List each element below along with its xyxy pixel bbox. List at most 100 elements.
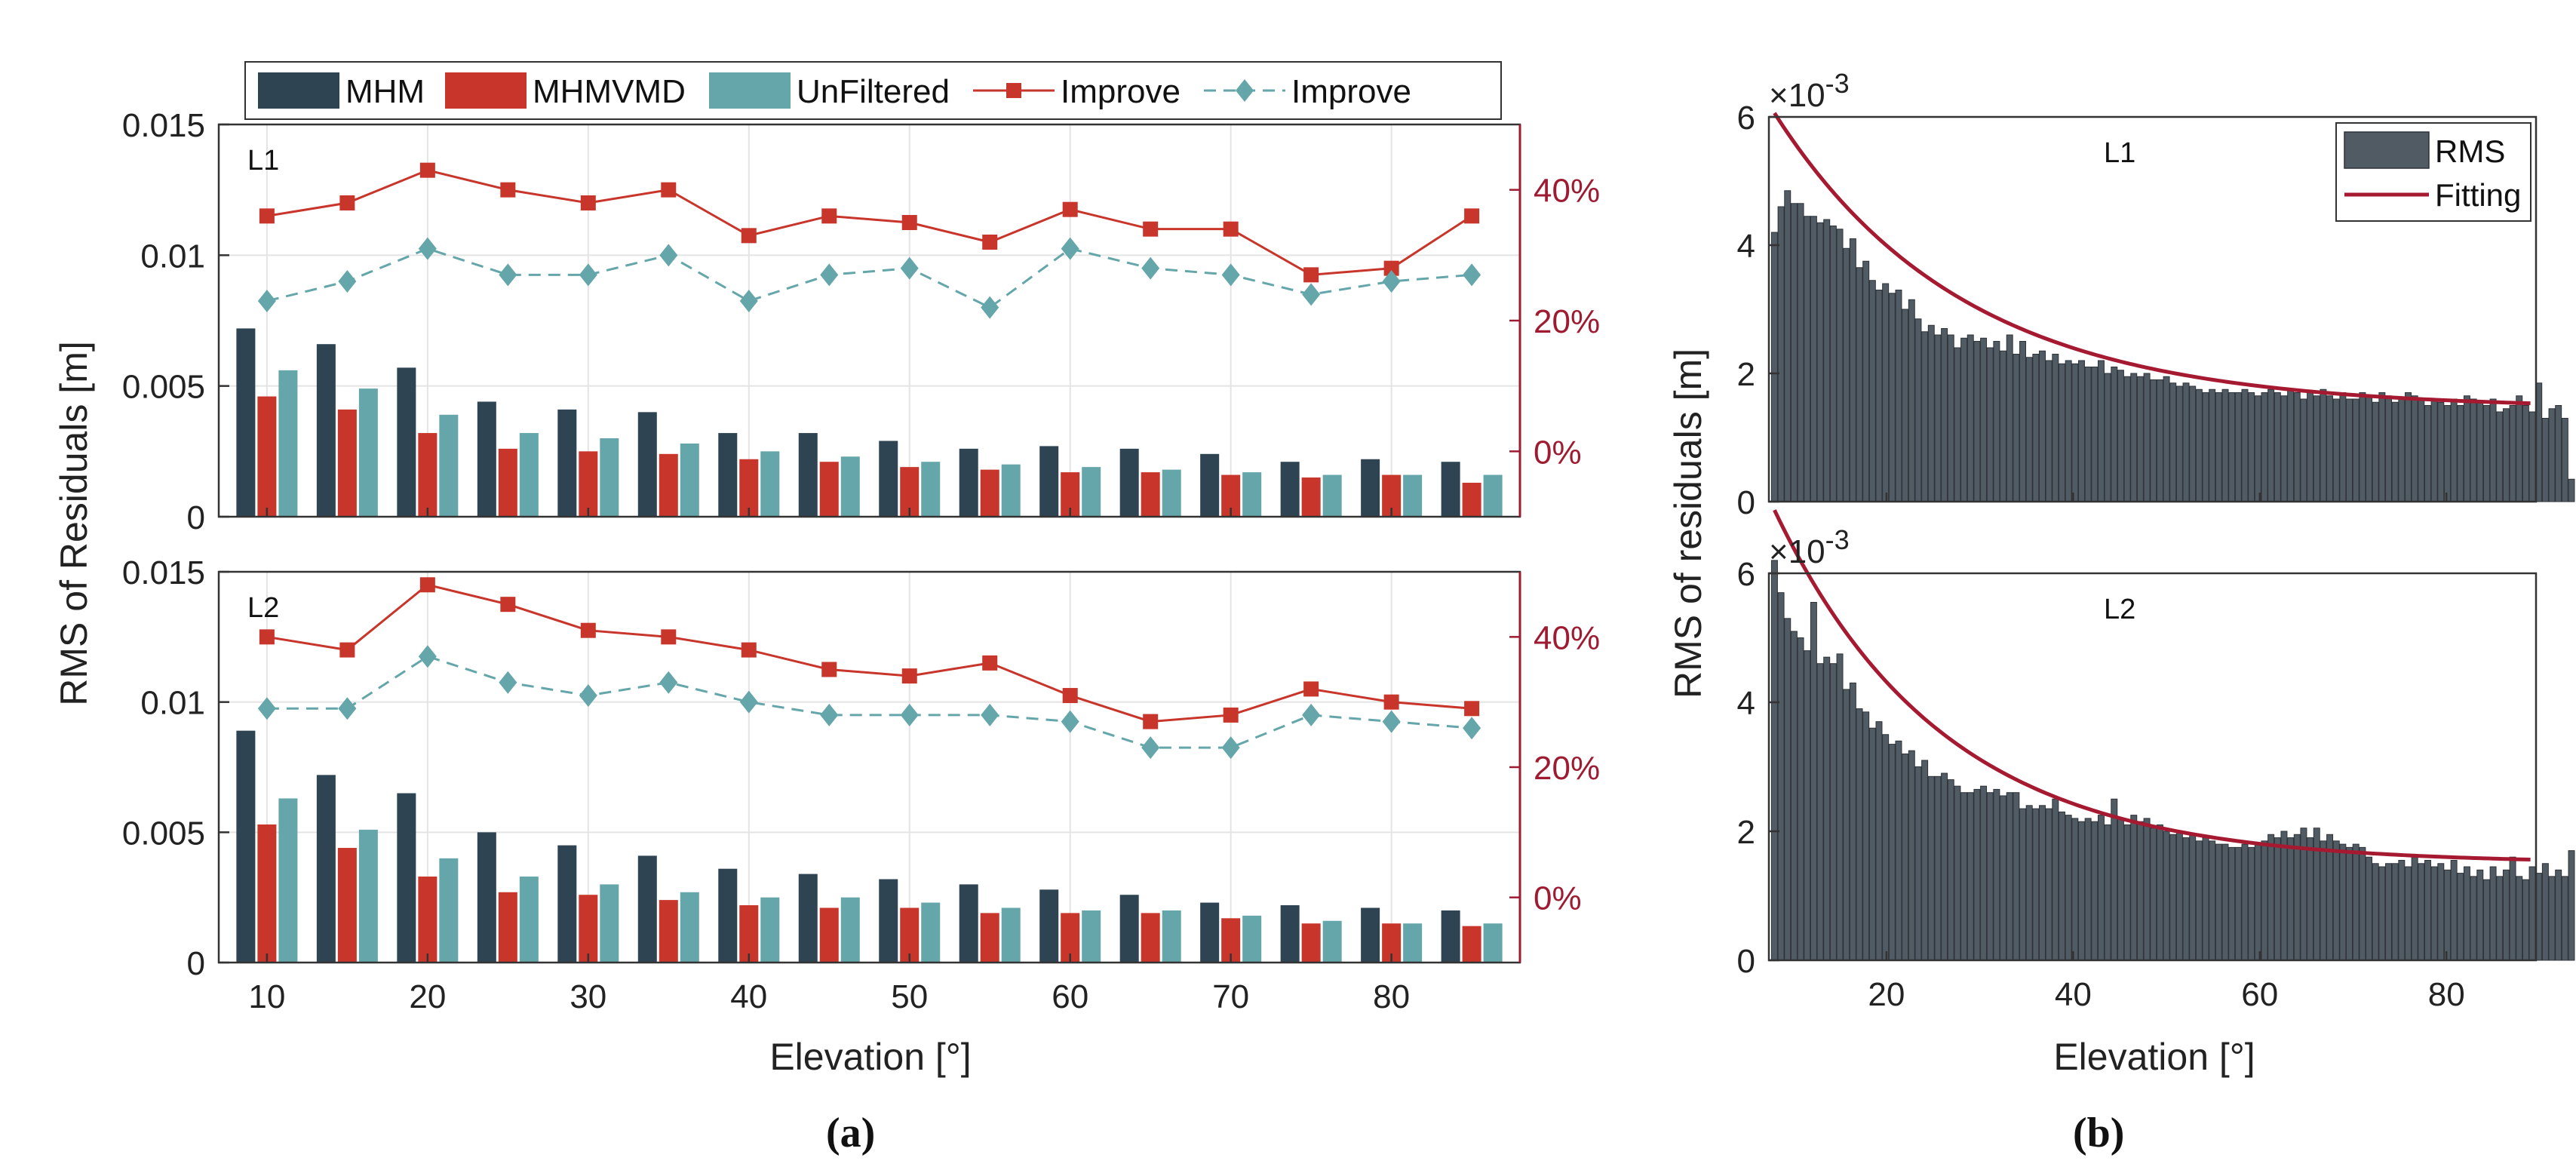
- hist-bar: [2013, 354, 2020, 502]
- bar-unfiltered: [278, 798, 298, 963]
- hist-bar: [2117, 818, 2124, 961]
- bar-mhm: [236, 730, 256, 963]
- bar-mhm: [1441, 462, 1460, 517]
- hist-bar: [2006, 334, 2013, 502]
- hist-bar: [2156, 824, 2163, 961]
- hist-bar: [1770, 560, 1778, 961]
- bar-mhm: [557, 845, 577, 963]
- hist-bar: [2175, 385, 2183, 502]
- hist-bar: [2267, 834, 2275, 961]
- improve-marker-square: [339, 642, 355, 658]
- improve-marker-square: [500, 597, 516, 613]
- hist-bar: [2175, 831, 2183, 961]
- y-tick-label: 4: [1737, 685, 1755, 722]
- hist-bar: [2463, 866, 2470, 961]
- improve-marker-diamond: [1302, 703, 1321, 726]
- hist-bar: [2372, 401, 2379, 502]
- bar-mhmvmd: [498, 448, 517, 517]
- bar-unfiltered: [600, 884, 619, 963]
- hist-bar: [1856, 267, 1863, 502]
- hist-bar: [1921, 331, 1929, 502]
- hist-bar: [2163, 831, 2170, 961]
- hist-bar: [2346, 846, 2353, 961]
- bar-mhm: [236, 328, 256, 517]
- improve-marker-square: [1143, 714, 1159, 729]
- hist-bar: [2032, 354, 2040, 502]
- bar-mhm: [959, 884, 978, 963]
- improve-line-diamond: [266, 655, 1472, 749]
- bar-mhmvmd: [418, 433, 438, 517]
- bar-unfiltered: [1483, 923, 1503, 963]
- hist-bar: [2267, 388, 2275, 502]
- y2-tick-label: 20%: [1534, 750, 1600, 787]
- hist-bar: [2326, 395, 2334, 502]
- hist-bar: [1895, 740, 1902, 961]
- x-tick-label: 40: [2055, 976, 2092, 1013]
- y-tick-label: 4: [1737, 228, 1755, 265]
- hist-bar: [1823, 656, 1831, 961]
- bar-mhm: [1441, 910, 1460, 963]
- improve-marker-diamond: [1382, 270, 1401, 293]
- hist-bar: [2509, 856, 2516, 961]
- hist-bar: [1921, 760, 1929, 961]
- hist-bar: [1882, 283, 1890, 502]
- bar-mhmvmd: [257, 396, 277, 517]
- hist-bar: [2104, 373, 2111, 502]
- hist-bar: [2195, 840, 2203, 961]
- hist-bar: [2254, 843, 2261, 961]
- hist-bar: [2189, 385, 2197, 502]
- hist-bar: [2052, 798, 2059, 961]
- hist-bar: [1947, 779, 1954, 961]
- legend-label-improve: Improve: [1061, 73, 1181, 110]
- hist-bar: [1960, 337, 1968, 502]
- y-tick-label: 0.01: [140, 238, 205, 275]
- hist-bar: [2091, 821, 2099, 961]
- bar-mhmvmd: [1141, 913, 1160, 963]
- hist-bar: [2097, 360, 2105, 502]
- bar-unfiltered: [1162, 910, 1181, 963]
- y-exponent-label: ×10-3: [1769, 68, 1850, 114]
- improve-marker-square: [419, 162, 435, 178]
- hist-bar: [1882, 734, 1890, 961]
- caption-a: (a): [826, 1110, 875, 1156]
- improve-marker-diamond: [659, 244, 678, 267]
- hist-bar: [2202, 837, 2209, 961]
- hist-bar: [2366, 856, 2373, 961]
- hist-bar: [2156, 379, 2163, 502]
- hist-bar: [2489, 398, 2497, 502]
- bar-mhm: [718, 433, 738, 517]
- hist-bar: [2398, 859, 2406, 961]
- subplot-label: L2: [2104, 594, 2135, 625]
- bar-mhmvmd: [337, 848, 357, 963]
- subplot-b-L2: 0 2 4 6 20 40 60 80 ×10-3 L2: [1737, 509, 2575, 1013]
- bar-unfiltered: [840, 456, 860, 517]
- bar-unfiltered: [760, 897, 780, 963]
- hist-bar: [2366, 395, 2373, 502]
- hist-bar: [1967, 334, 1974, 502]
- hist-bar: [1941, 772, 1948, 961]
- bar-mhmvmd: [257, 824, 277, 963]
- subplot-b-L1: 0 2 4 6 ×10-3 L1: [1737, 68, 2575, 521]
- hist-bar: [1927, 324, 1935, 502]
- y-tick-label: 0.005: [122, 815, 205, 852]
- hist-bar: [2326, 834, 2334, 961]
- hist-bar: [2307, 392, 2314, 502]
- hist-bar: [1829, 663, 1837, 961]
- hist-bar: [2241, 843, 2249, 961]
- y-tick-label: 0: [187, 499, 205, 536]
- improve-marker-square: [661, 182, 677, 198]
- improve-marker-diamond: [981, 703, 999, 726]
- hist-bar: [2006, 792, 2013, 961]
- bar-mhmvmd: [900, 907, 920, 963]
- improve-marker-square: [1383, 260, 1399, 276]
- bar-mhm: [397, 793, 416, 963]
- y-multiplier: ×10: [1769, 77, 1825, 114]
- bar-mhm: [798, 874, 818, 963]
- bar-mhm: [798, 433, 818, 517]
- bar-mhm: [1361, 907, 1380, 963]
- hist-bar: [2293, 392, 2301, 502]
- improve-marker-square: [580, 622, 596, 638]
- bar-mhm: [1200, 902, 1220, 963]
